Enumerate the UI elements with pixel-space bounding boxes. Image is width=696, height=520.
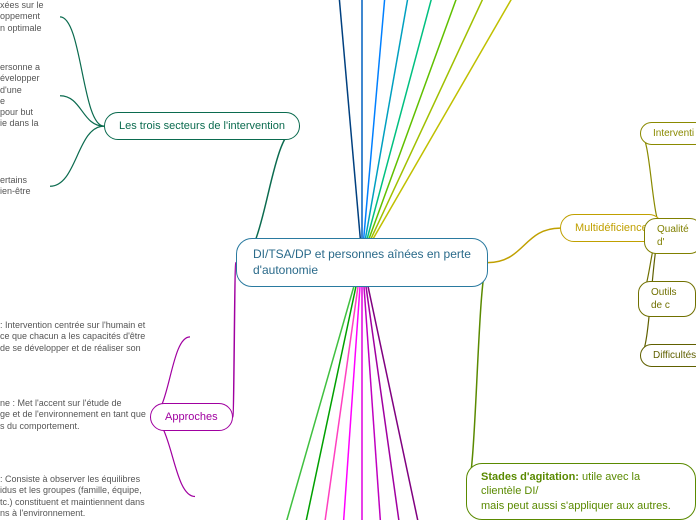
text-block-6: : Consiste à observer les équilibres idu… bbox=[0, 474, 195, 519]
node-outils: Outils de c bbox=[638, 281, 696, 317]
central-node: DI/TSA/DP et personnes aînées en perte d… bbox=[236, 238, 488, 287]
text-block-4: : Intervention centrée sur l'humain et c… bbox=[0, 320, 190, 354]
node-qualite: Qualité d' bbox=[644, 218, 696, 254]
text-block-1: xées sur le oppement n optimale bbox=[0, 0, 60, 34]
node-trois-secteurs: Les trois secteurs de l'intervention bbox=[104, 112, 300, 140]
text-block-3: ertains ien-être bbox=[0, 175, 50, 198]
text-block-5: ne : Met l'accent sur l'étude de ge et d… bbox=[0, 398, 190, 432]
node-stades: Stades d'agitation: utile avec la client… bbox=[466, 463, 696, 520]
text-block-2: ersonne a évelopper d'une e pour but ie … bbox=[0, 62, 60, 130]
node-difficultes: Difficultés bbox=[640, 344, 696, 367]
node-intervention: Interventi bbox=[640, 122, 696, 145]
